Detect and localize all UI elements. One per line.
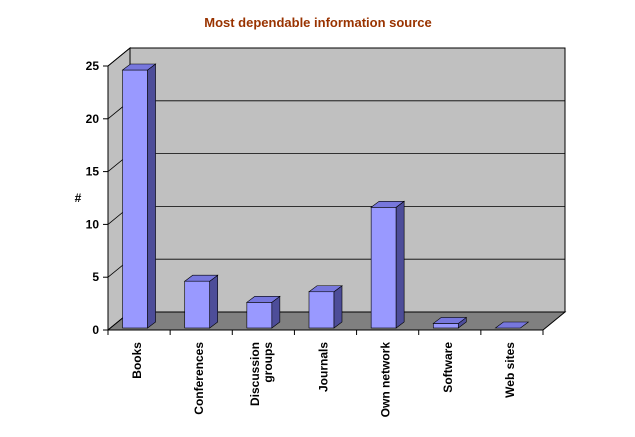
chart-title: Most dependable information source [204, 15, 432, 30]
bar [184, 280, 211, 329]
x-tick-label-line: Own network [379, 342, 393, 418]
y-tick-label: 15 [86, 165, 100, 179]
x-tick-label: Discussiongroups [248, 342, 275, 406]
bar [432, 323, 459, 329]
bar-top [308, 285, 343, 293]
plot-area: 0 5 10 15 20 25 Books Conferences Discussiongrou… [86, 46, 567, 418]
x-tick-label-line: groups [261, 342, 275, 383]
x-tick-label: Conferences [192, 342, 206, 415]
bar-top [183, 274, 219, 282]
x-tick-label: Own network [379, 342, 393, 418]
bar-side [209, 274, 219, 329]
gridline [107, 47, 565, 67]
y-tick-label: 25 [86, 59, 100, 73]
x-tick-label: Books [130, 342, 144, 379]
back-wall [129, 47, 566, 313]
bar [370, 206, 397, 329]
x-tick-label-line: Web sites [503, 342, 517, 398]
bar-side [395, 200, 405, 329]
bar-top [494, 321, 530, 329]
y-tick-label: 20 [86, 112, 100, 126]
y-tick-label: 0 [92, 323, 99, 337]
bar-top [432, 317, 468, 324]
bar [308, 291, 335, 329]
bar [246, 302, 273, 329]
x-tick-label: Journals [317, 342, 331, 392]
x-tick-label-line: Software [441, 342, 455, 393]
x-tick-label: Web sites [503, 342, 517, 398]
y-tick-label: 10 [86, 217, 100, 231]
bar-side [333, 285, 343, 329]
x-tick-label-line: Discussion [248, 342, 262, 406]
y-axis-label: # [75, 191, 82, 205]
x-tick-label-line: Books [130, 342, 144, 379]
x-tick-label-line: Conferences [192, 342, 206, 415]
y-tick-label: 5 [92, 270, 99, 284]
bar-top [121, 63, 157, 71]
bar-top [245, 296, 281, 303]
x-tick-label-line: Journals [317, 342, 331, 392]
x-tick-label: Software [441, 342, 455, 393]
bar-side [147, 63, 156, 329]
bar-top [370, 200, 406, 208]
bar [122, 69, 148, 329]
